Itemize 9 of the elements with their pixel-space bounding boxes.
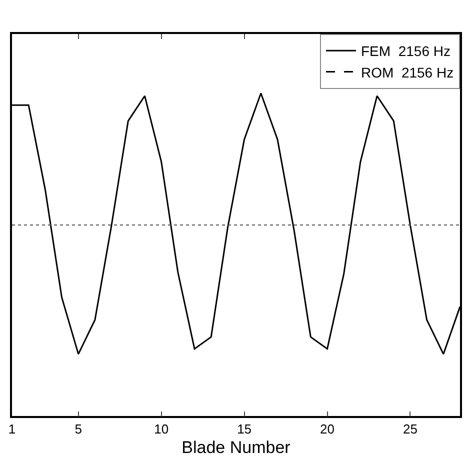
x-tick-label: 15 — [237, 421, 252, 436]
legend-label: ROM 2156 Hz — [361, 64, 454, 80]
x-tick-label: 1 — [8, 421, 16, 436]
x-tick-label: 20 — [320, 421, 334, 436]
x-tick-label: 5 — [74, 421, 82, 436]
x-tick-label: 10 — [154, 421, 169, 436]
x-tick-label: 25 — [402, 421, 418, 436]
legend-label: FEM 2156 Hz — [361, 43, 450, 60]
x-axis-title: Blade Number — [182, 438, 291, 458]
